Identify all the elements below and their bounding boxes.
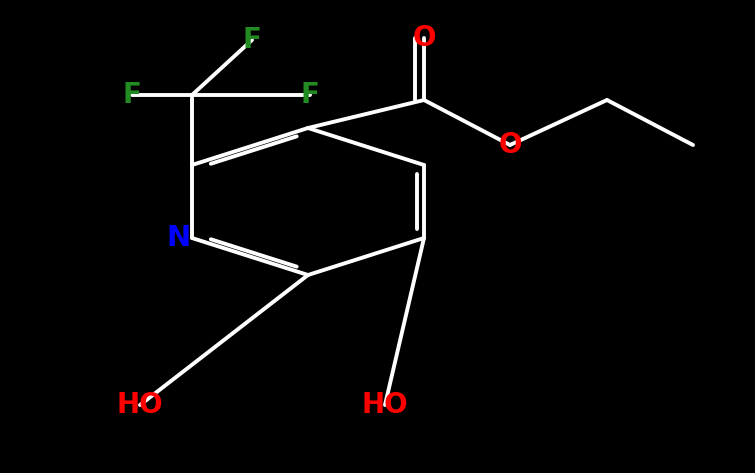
Text: F: F xyxy=(300,81,319,109)
Text: O: O xyxy=(412,24,436,52)
Text: F: F xyxy=(122,81,141,109)
Text: O: O xyxy=(498,131,522,159)
Text: N: N xyxy=(166,224,190,252)
Text: HO: HO xyxy=(362,391,408,419)
Text: HO: HO xyxy=(117,391,163,419)
Text: F: F xyxy=(242,26,261,54)
